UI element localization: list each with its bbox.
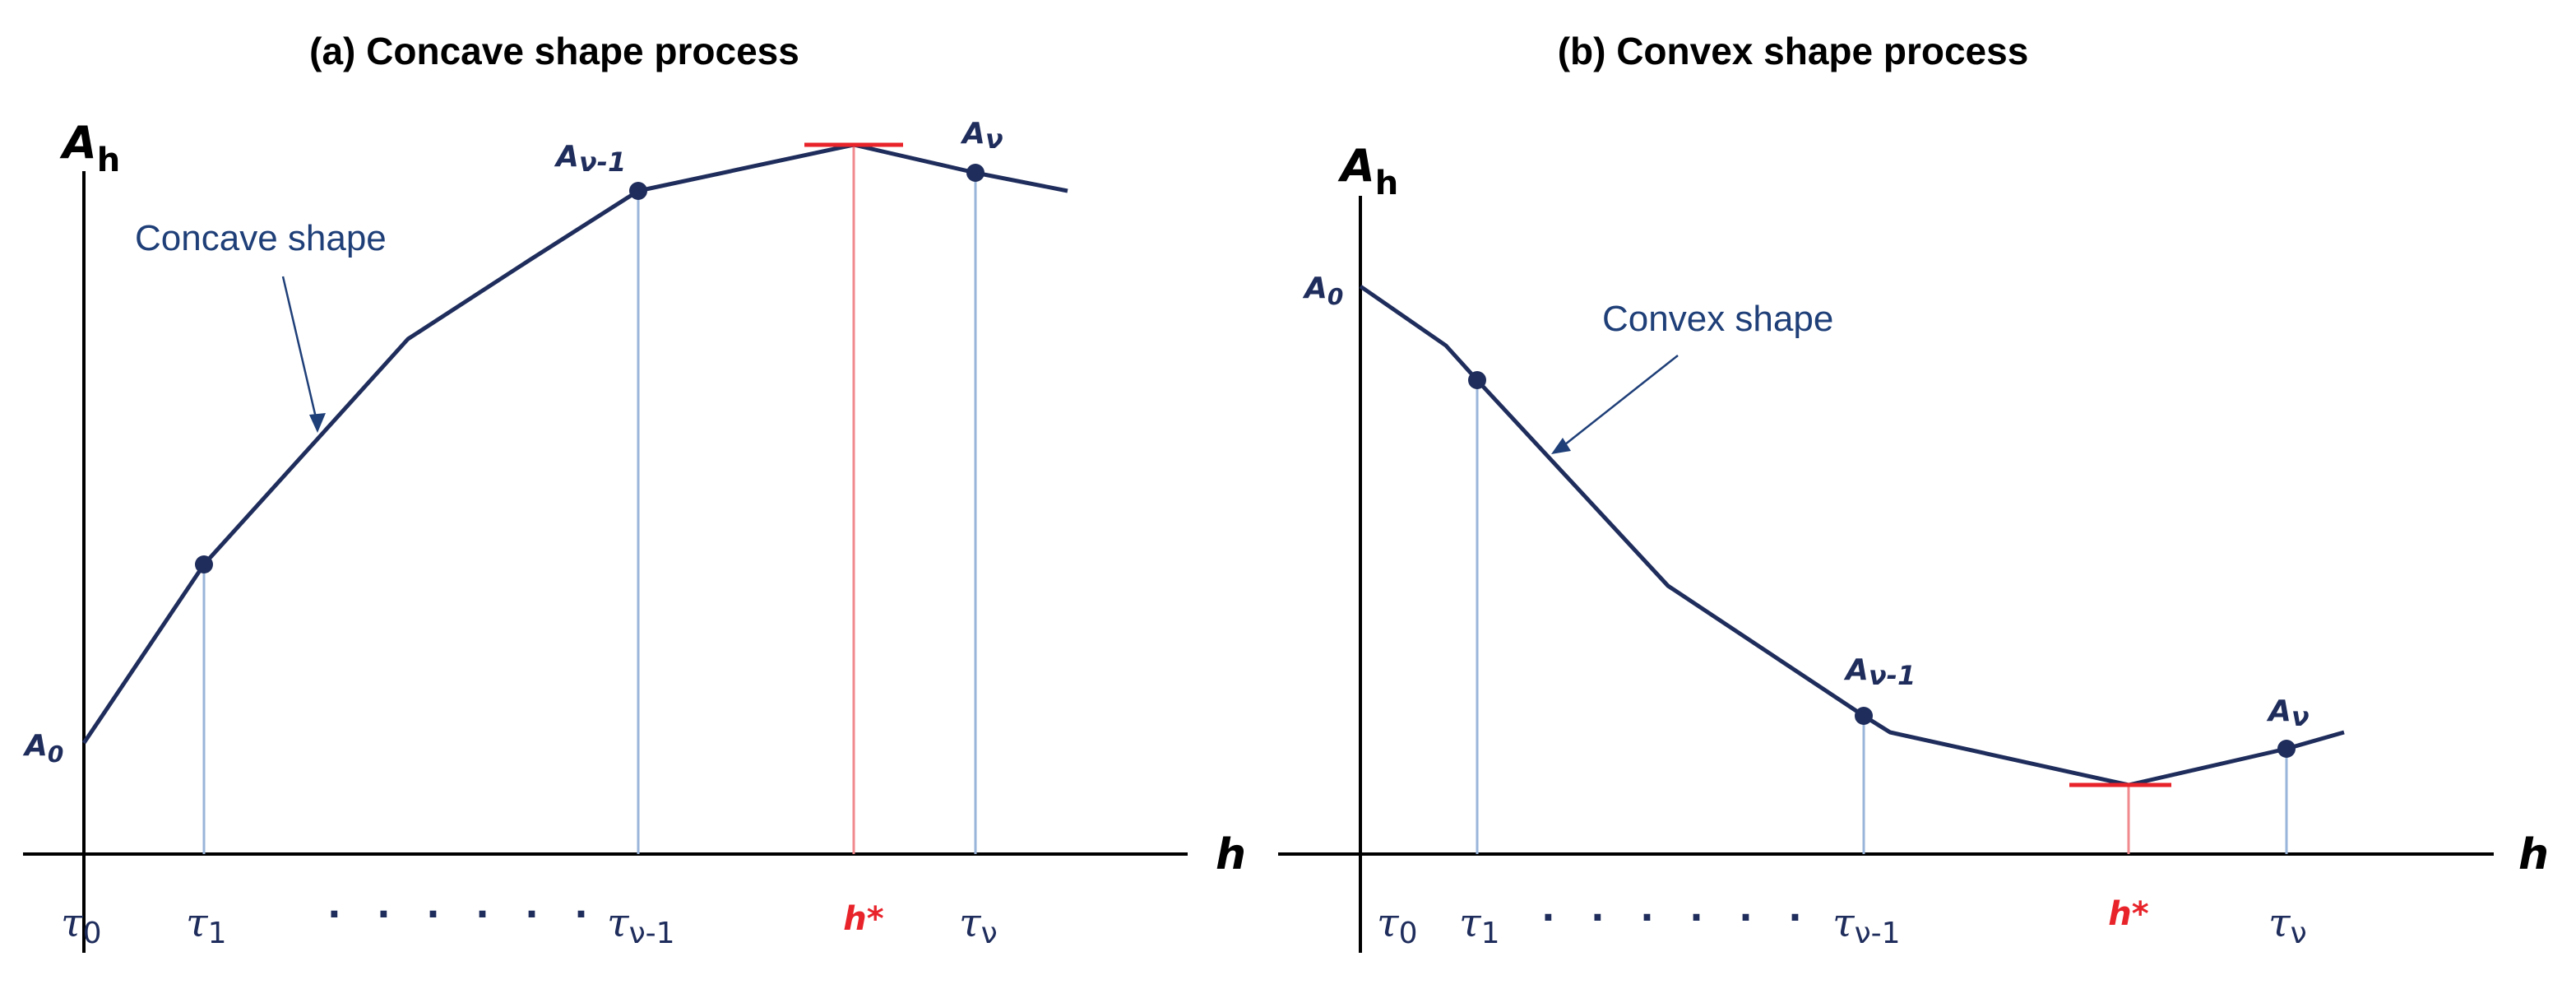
- panel-a-tick-hstar: h*: [843, 900, 883, 938]
- panel-a-title: (a) Concave shape process: [309, 30, 799, 72]
- panel-b-label-a0: A0: [1302, 272, 1343, 310]
- panel-b-annotation-arrow: [1560, 355, 1679, 448]
- panel-a-annotation: Concave shape: [135, 218, 387, 258]
- panel-b-point-an: [2277, 740, 2296, 758]
- panel-a-tick-taunm1: τν-1: [607, 900, 675, 950]
- panel-b-tick-taun: τν: [2268, 900, 2307, 950]
- panel-b-annotation-arrowhead: [1551, 438, 1571, 454]
- panel-a-y-axis-label: Ah: [59, 117, 120, 179]
- panel-b-tick-tau0: τ0: [1377, 900, 1417, 950]
- panel-b-annotation: Convex shape: [1602, 299, 1833, 339]
- panel-a-label-anm1: Aν-1: [554, 140, 626, 178]
- panel-b-tick-hstar: h*: [2108, 895, 2148, 933]
- panel-a-ellipsis: · · · · · ·: [327, 894, 600, 936]
- panel-a-annotation-arrowhead: [309, 413, 326, 433]
- panel-a-point-anm1: [629, 182, 647, 200]
- panel-a-tick-tau1: τ1: [186, 900, 226, 950]
- panel-a-x-axis-label: h: [1216, 830, 1246, 880]
- panel-a-tick-taun: τν: [959, 900, 998, 950]
- panel-b-label-anm1: Aν-1: [1843, 653, 1916, 691]
- panel-b-ellipsis: · · · · · ·: [1541, 897, 1814, 939]
- panel-a-tick-tau0: τ0: [61, 900, 101, 950]
- panel-a-annotation-arrow: [281, 276, 319, 425]
- panel-b-convex: (b) Convex shape process Ah h A0 Aν-1 Aν…: [1278, 30, 2549, 953]
- panel-b-point-tau1: [1468, 371, 1486, 389]
- panel-b-x-axis-label: h: [2518, 830, 2549, 880]
- panel-a-label-an: Aν: [960, 117, 1003, 155]
- panel-a-point-tau1: [195, 555, 213, 573]
- panel-b-point-anm1: [1855, 707, 1873, 725]
- panel-a-concave: (a) Concave shape process Ah h A0 Aν-1 A…: [22, 30, 1246, 953]
- panel-b-tick-taunm1: τν-1: [1832, 900, 1901, 950]
- panel-b-y-axis-label: Ah: [1337, 140, 1398, 202]
- panel-b-convex-curve: [1359, 284, 2345, 787]
- panel-b-label-an: Aν: [2266, 694, 2310, 732]
- panel-a-concave-curve: [81, 142, 1068, 745]
- panel-b-title: (b) Convex shape process: [1558, 30, 2029, 72]
- panel-a-point-an: [966, 164, 985, 182]
- panel-b-tick-tau1: τ1: [1459, 900, 1499, 950]
- panel-a-label-a0: A0: [22, 729, 63, 768]
